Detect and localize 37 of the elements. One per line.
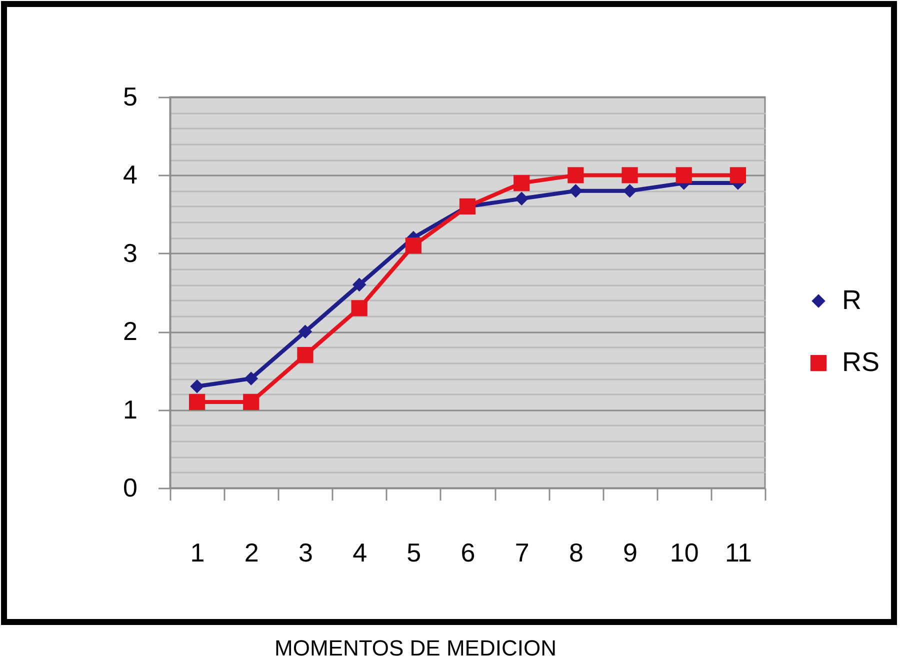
x-tick-label: 4 xyxy=(352,538,368,568)
x-tick-label: 9 xyxy=(623,538,638,568)
y-tick-label: 1 xyxy=(123,394,138,424)
y-tick-label: 2 xyxy=(123,316,138,346)
point xyxy=(568,167,584,184)
point xyxy=(298,324,312,338)
x-tick-label: 6 xyxy=(460,538,476,568)
legend-label: RS xyxy=(842,347,880,377)
point xyxy=(351,300,368,316)
x-tick-label: 7 xyxy=(514,538,530,568)
point xyxy=(352,278,366,292)
y-tick-label: 0 xyxy=(123,472,138,502)
point xyxy=(730,167,746,184)
x-tick-label: 5 xyxy=(406,538,422,568)
x-tick-label: 1 xyxy=(190,538,205,568)
point xyxy=(188,394,206,410)
point xyxy=(190,379,204,394)
x-axis-title: MOMENTOS DE MEDICION xyxy=(274,636,556,660)
y-tick-label: 5 xyxy=(123,82,138,112)
point xyxy=(243,394,260,410)
point xyxy=(297,347,314,364)
x-tick-label: 8 xyxy=(568,538,584,568)
point xyxy=(568,184,583,198)
y-tick-label: 3 xyxy=(123,238,138,268)
x-tick-label: 3 xyxy=(298,538,313,568)
point xyxy=(622,167,638,184)
legend-label: R xyxy=(842,285,862,315)
x-tick-label: 11 xyxy=(724,538,752,568)
x-tick-label: 2 xyxy=(244,538,259,568)
point xyxy=(676,167,692,184)
point xyxy=(514,192,528,206)
point xyxy=(405,238,422,254)
y-tick-label: 4 xyxy=(123,160,138,190)
point xyxy=(514,174,530,192)
point xyxy=(622,184,637,198)
x-tick-label: 10 xyxy=(670,538,699,568)
point xyxy=(244,372,258,386)
